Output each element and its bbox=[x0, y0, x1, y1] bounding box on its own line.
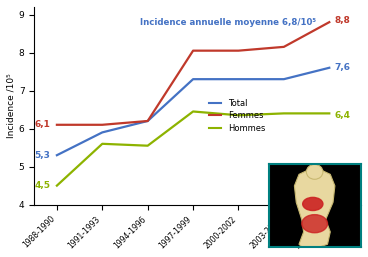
Text: 8,8: 8,8 bbox=[335, 16, 351, 25]
Text: 7,6: 7,6 bbox=[335, 63, 351, 72]
Text: Incidence annuelle moyenne 6,8/10⁵: Incidence annuelle moyenne 6,8/10⁵ bbox=[140, 18, 316, 27]
Ellipse shape bbox=[302, 197, 323, 210]
Circle shape bbox=[306, 164, 323, 179]
Text: 5,3: 5,3 bbox=[34, 151, 50, 160]
Legend: Total, Femmes, Hommes: Total, Femmes, Hommes bbox=[205, 96, 269, 136]
Y-axis label: Incidence /10⁵: Incidence /10⁵ bbox=[7, 74, 16, 138]
Text: 6,4: 6,4 bbox=[335, 111, 351, 120]
Text: 6,1: 6,1 bbox=[34, 120, 50, 129]
Ellipse shape bbox=[302, 215, 328, 233]
Polygon shape bbox=[294, 167, 335, 247]
Text: 4,5: 4,5 bbox=[34, 181, 50, 190]
